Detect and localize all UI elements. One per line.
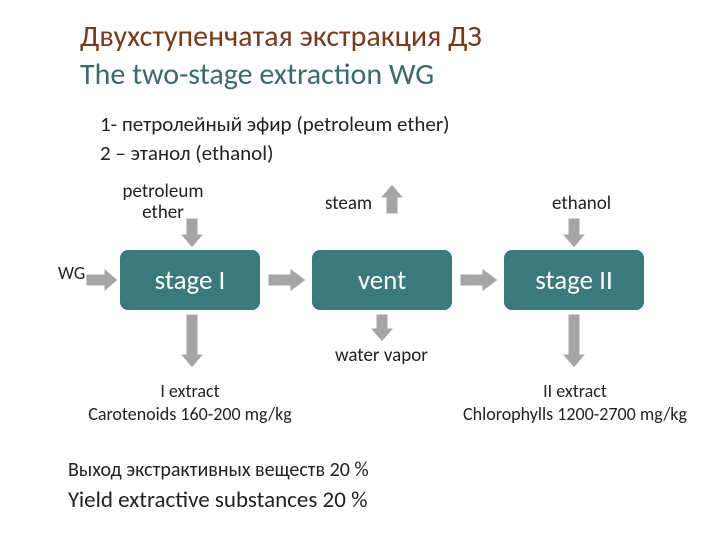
arrow-vent-down [370, 314, 394, 342]
label-steam: steam [325, 192, 372, 215]
arrow-stage1-down [180, 314, 204, 368]
subtitle-line-2: 2 – этанол (ethanol) [100, 139, 450, 168]
node-vent-text: vent [358, 264, 406, 297]
node-stage-2-text: stage II [535, 264, 613, 297]
arrow-steam-up [380, 184, 404, 214]
extract-left-sub: Carotenoids 160-200 mg/kg [70, 403, 310, 426]
subtitle-line-1: 1- петролейный эфир (petroleum ether) [100, 110, 450, 139]
footer-line-2: Yield extractive substances 20 % [68, 486, 368, 514]
arrow-ethanol-down [562, 218, 586, 248]
extract-left-title: I extract [70, 380, 310, 403]
node-stage-2: stage II [504, 250, 644, 310]
arrow-vent-to-stage2 [460, 268, 498, 292]
extract-right-title: II extract [450, 380, 700, 403]
arrow-petroleum-down [180, 218, 204, 248]
footer-line-1: Выход экстрактивных веществ 20 % [68, 458, 369, 482]
node-vent: vent [312, 250, 452, 310]
arrow-stage2-down [562, 314, 586, 368]
label-ethanol: ethanol [552, 192, 611, 215]
title-line-1: Двухступенчатая экстракция ДЗ [80, 18, 482, 56]
extract-right: II extract Chlorophylls 1200-2700 mg/kg [450, 380, 700, 425]
arrow-wg-to-stage1 [86, 268, 118, 292]
arrow-stage1-to-vent [268, 268, 306, 292]
node-stage-1-text: stage I [155, 264, 226, 297]
title-line-2: The two-stage extraction WG [80, 56, 482, 94]
extract-right-sub: Chlorophylls 1200-2700 mg/kg [450, 403, 700, 426]
extract-left: I extract Carotenoids 160-200 mg/kg [70, 380, 310, 425]
label-water-vapor: water vapor [335, 344, 428, 367]
slide-title: Двухступенчатая экстракция ДЗ The two-st… [80, 18, 482, 93]
node-stage-1: stage I [120, 250, 260, 310]
subtitle: 1- петролейный эфир (petroleum ether) 2 … [100, 110, 450, 169]
label-wg: WG [58, 262, 85, 284]
